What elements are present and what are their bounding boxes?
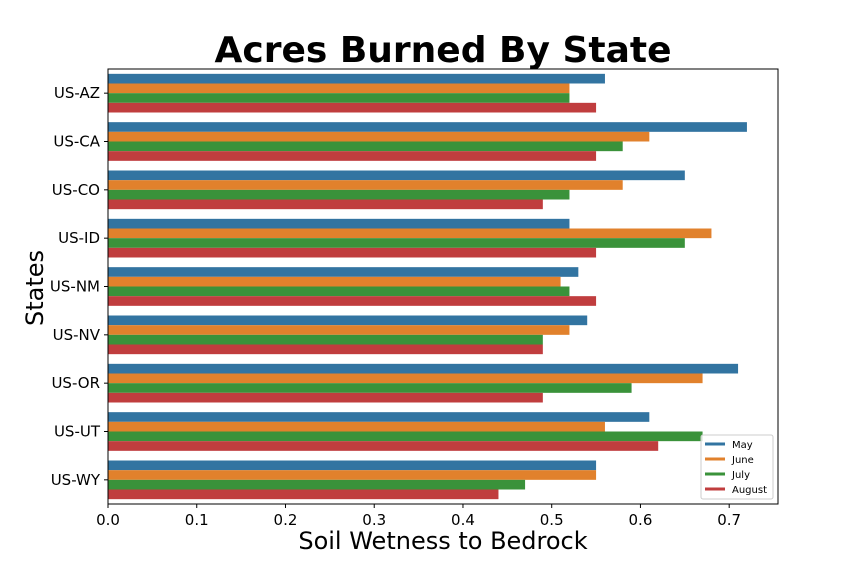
y-tick-label: US-ID — [58, 229, 100, 247]
legend-label-august: August — [732, 485, 767, 496]
y-tick-label: US-NM — [50, 278, 100, 296]
bar-us-or-june — [108, 373, 703, 384]
bar-us-ut-august — [108, 441, 659, 451]
legend-label-june: June — [731, 455, 754, 466]
bar-us-wy-may — [108, 460, 597, 471]
x-tick-label: 0.0 — [96, 511, 120, 529]
y-axis-label: States — [21, 250, 49, 326]
bar-us-id-august — [108, 247, 597, 258]
bar-us-or-august — [108, 392, 543, 403]
y-tick-label: US-CA — [53, 133, 100, 151]
x-tick-label: 0.3 — [362, 511, 386, 529]
bar-us-ca-june — [108, 131, 650, 142]
x-tick-label: 0.5 — [540, 511, 564, 529]
bar-us-wy-june — [108, 470, 597, 480]
legend-box — [700, 434, 774, 500]
bar-us-id-may — [108, 218, 570, 229]
bar-us-co-august — [108, 199, 543, 210]
y-axis: US-AZ US-CA US-CO US-ID US-NM US-NV US-OR US-UT… — [50, 84, 108, 489]
bar-us-nm-june — [108, 276, 561, 287]
bar-us-nv-august — [108, 344, 543, 355]
x-tick-label: 0.1 — [185, 511, 209, 529]
bar-us-co-may — [108, 170, 685, 181]
bar-us-id-june — [108, 228, 712, 239]
y-tick-label: US-CO — [52, 181, 100, 199]
bar-us-wy-july — [108, 479, 526, 490]
y-tick-label: US-UT — [54, 423, 101, 441]
bar-us-nm-may — [108, 267, 579, 277]
bar-us-ca-may — [108, 122, 747, 132]
bar-us-ca-august — [108, 151, 597, 161]
x-tick-label: 0.7 — [717, 511, 741, 529]
legend: May June July August — [700, 434, 774, 500]
bar-us-wy-august — [108, 489, 499, 500]
legend-label-may: May — [732, 440, 753, 451]
bar-us-nv-may — [108, 315, 588, 326]
bar-us-or-july — [108, 383, 632, 393]
bar-us-id-july — [108, 238, 685, 248]
bar-us-az-august — [108, 102, 597, 113]
y-tick-label: US-NV — [53, 326, 101, 344]
x-axis: 0.0 0.1 0.2 0.3 0.4 0.5 0.6 0.7 — [96, 504, 741, 529]
chart-title: Acres Burned By State — [215, 30, 672, 71]
x-tick-label: 0.4 — [451, 511, 475, 529]
bar-us-nm-august — [108, 296, 597, 306]
x-tick-label: 0.6 — [629, 511, 653, 529]
bar-us-co-june — [108, 180, 623, 190]
bar-us-az-may — [108, 73, 605, 84]
x-axis-label: Soil Wetness to Bedrock — [298, 527, 587, 555]
bar-us-nv-june — [108, 325, 570, 335]
bar-us-ut-june — [108, 421, 605, 432]
bar-us-nm-july — [108, 286, 570, 297]
bar-us-ut-july — [108, 431, 703, 442]
x-tick-label: 0.2 — [274, 511, 298, 529]
y-tick-label: US-WY — [51, 471, 101, 489]
bar-us-az-june — [108, 83, 570, 94]
bar-us-ut-may — [108, 412, 650, 422]
bar-us-nv-july — [108, 334, 543, 345]
bars-group — [108, 73, 747, 500]
bar-us-ca-july — [108, 141, 623, 152]
bar-us-co-july — [108, 189, 570, 200]
legend-label-july: July — [731, 470, 750, 481]
y-tick-label: US-AZ — [54, 84, 100, 102]
bar-us-or-may — [108, 363, 739, 374]
bar-us-az-july — [108, 93, 570, 103]
y-tick-label: US-OR — [51, 374, 100, 392]
